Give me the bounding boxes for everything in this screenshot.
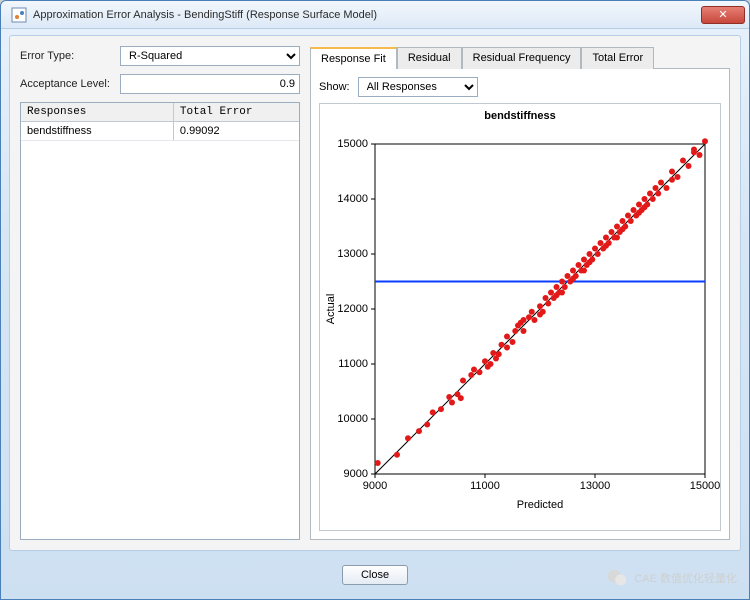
acceptance-level-label: Acceptance Level: (20, 78, 120, 90)
show-select[interactable]: All Responses (358, 77, 478, 97)
tab-residual-frequency[interactable]: Residual Frequency (462, 47, 582, 69)
plot-title: bendstiffness (320, 104, 720, 122)
svg-text:9000: 9000 (344, 468, 368, 480)
cell-total-error: 0.99092 (174, 122, 299, 140)
watermark-text: CAE 数值优化轻量化 (634, 570, 737, 586)
table-body: bendstiffness0.99092 (21, 122, 299, 141)
tab-strip: Response FitResidualResidual FrequencyTo… (310, 46, 730, 68)
tab-total-error[interactable]: Total Error (581, 47, 654, 69)
titlebar: Approximation Error Analysis - BendingSt… (1, 1, 749, 29)
app-icon (11, 7, 27, 23)
svg-text:Predicted: Predicted (517, 499, 563, 511)
watermark: CAE 数值优化轻量化 (606, 567, 737, 589)
table-header: Responses Total Error (21, 103, 299, 122)
window-title: Approximation Error Analysis - BendingSt… (33, 9, 701, 21)
close-button[interactable]: Close (342, 565, 408, 585)
svg-text:13000: 13000 (337, 248, 368, 260)
results-table: Responses Total Error bendstiffness0.990… (20, 102, 300, 540)
left-panel: Error Type: R-Squared Acceptance Level: … (20, 46, 300, 540)
svg-text:14000: 14000 (337, 193, 368, 205)
content-area: Error Type: R-Squared Acceptance Level: … (9, 35, 741, 551)
col-responses-header: Responses (21, 103, 174, 121)
svg-text:13000: 13000 (580, 480, 611, 492)
table-row[interactable]: bendstiffness0.99092 (21, 122, 299, 141)
svg-text:9000: 9000 (363, 480, 387, 492)
col-total-error-header: Total Error (174, 103, 299, 121)
plot-area: bendstiffness 9000 10000 11000 12000 13000 14… (319, 103, 721, 531)
window-close-button[interactable]: ✕ (701, 6, 745, 24)
svg-text:10000: 10000 (337, 413, 368, 425)
tab-body: Show: All Responses bendstiffness 9000 10… (310, 68, 730, 540)
tab-response-fit[interactable]: Response Fit (310, 47, 397, 69)
acceptance-level-input[interactable] (120, 74, 300, 94)
svg-text:Actual: Actual (325, 294, 337, 325)
svg-text:12000: 12000 (337, 303, 368, 315)
tab-residual[interactable]: Residual (397, 47, 462, 69)
error-type-select[interactable]: R-Squared (120, 46, 300, 66)
right-panel: Response FitResidualResidual FrequencyTo… (310, 46, 730, 540)
svg-text:11000: 11000 (470, 480, 500, 492)
scatter-chart: 9000 10000 11000 12000 13000 14000 15000 9000 11… (320, 122, 720, 526)
cell-response: bendstiffness (21, 122, 174, 140)
svg-text:11000: 11000 (338, 358, 368, 370)
svg-text:15000: 15000 (337, 138, 368, 150)
wechat-icon (606, 567, 628, 589)
app-window: Approximation Error Analysis - BendingSt… (0, 0, 750, 600)
svg-text:15000: 15000 (690, 480, 720, 492)
error-type-label: Error Type: (20, 50, 120, 62)
close-icon: ✕ (718, 9, 727, 21)
show-label: Show: (319, 81, 350, 93)
